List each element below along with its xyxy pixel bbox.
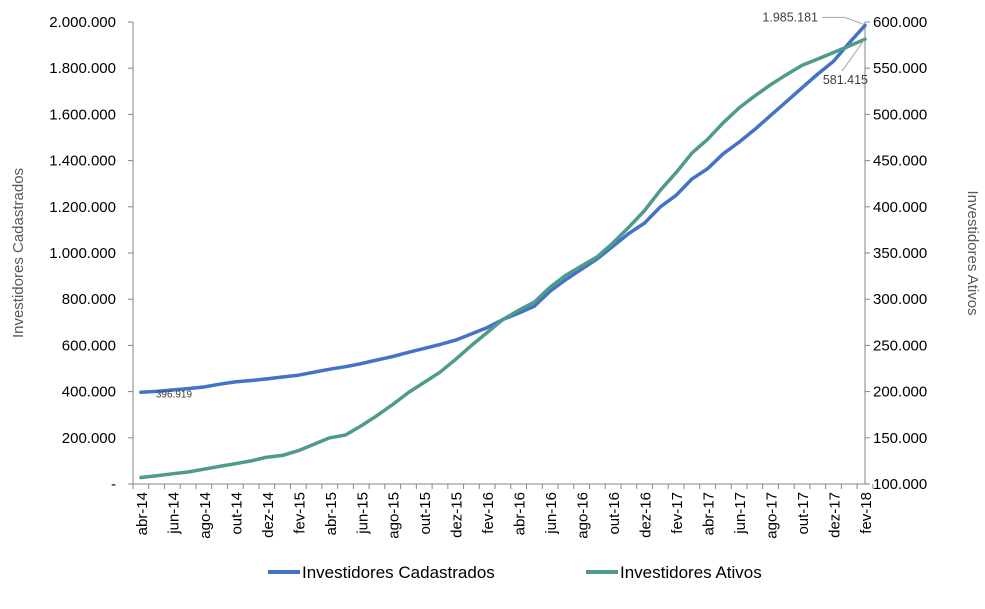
y-left-tick-label: 1.800.000 [49,60,116,77]
x-tick-label: fev-17 [669,492,686,534]
y-right-tick-label: 550.000 [873,60,927,77]
x-tick-label: fev-18 [858,492,875,534]
x-tick-label: fev-15 [291,492,308,534]
y-left-tick-label: 600.000 [62,337,116,354]
data-label-ativos-end: 581.415 [823,73,868,87]
x-tick-label: out-17 [795,492,812,535]
data-label-leader-cadastrados [822,16,865,25]
chart-axes [132,22,866,485]
x-tick-label: jun-17 [732,492,749,535]
x-tick-label: abr-15 [323,492,340,535]
y-left-tick-label: 2.000.000 [49,14,116,31]
x-tick-label: ago-15 [386,492,403,539]
y-left-tick-label: 1.600.000 [49,106,116,123]
y-right-tick-label: 250.000 [873,337,927,354]
x-tick-label: ago-16 [575,492,592,539]
data-label-cadastrados-start: 396.919 [156,389,193,400]
legend-label-ativos: Investidores Ativos [620,563,762,582]
x-tick-label: jun-16 [543,492,560,535]
x-tick-label: ago-14 [197,492,214,539]
y-left-tick-label: 800.000 [62,291,116,308]
y-right-axis-title: Investidores Ativos [964,190,981,315]
x-tick-label: abr-14 [134,492,151,535]
x-tick-label: abr-17 [701,492,718,535]
y-left-tick-label: - [111,476,116,493]
y-left-tick-label: 1.400.000 [49,153,116,170]
legend: Investidores Cadastrados Investidores At… [268,563,762,582]
x-tick-label: out-14 [228,492,245,535]
y-left-tick-label: 400.000 [62,384,116,401]
x-tick-label: out-16 [606,492,623,535]
y-right-tick-label: 200.000 [873,384,927,401]
y-right-tick-label: 300.000 [873,291,927,308]
x-tick-label: jun-15 [354,492,371,535]
x-tick-label: dez-16 [638,492,655,538]
y-left-tick-label: 200.000 [62,430,116,447]
y-right-tick-label: 450.000 [873,153,927,170]
x-tick-label: abr-16 [512,492,529,535]
y-left-axis-title: Investidores Cadastrados [10,168,27,338]
x-tick-label: dez-17 [827,492,844,538]
data-label-cadastrados-end: 1.985.181 [762,10,818,24]
x-tick-label: dez-15 [449,492,466,538]
y-right-tick-label: 400.000 [873,199,927,216]
y-right-tick-label: 100.000 [873,476,927,493]
series-line-ativos [139,37,867,480]
data-label-leader-ativos [841,39,865,72]
x-tick-label: dez-14 [260,492,277,538]
y-left-tick-label: 1.000.000 [49,245,116,262]
y-right-tick-label: 600.000 [873,14,927,31]
x-tick-label: jun-14 [165,492,182,535]
chart-series [139,23,867,480]
series-line-cadastrados [139,23,867,395]
y-right-tick-label: 150.000 [873,430,927,447]
x-tick-label: ago-17 [764,492,781,539]
x-tick-label: fev-16 [480,492,497,534]
chart-ticks: - 200.000 400.000 600.000 800.000 1.000.000 1.… [49,14,927,539]
y-right-tick-label: 350.000 [873,245,927,262]
legend-label-cadastrados: Investidores Cadastrados [302,563,495,582]
x-tick-label: out-15 [417,492,434,535]
y-left-tick-label: 1.200.000 [49,199,116,216]
y-right-tick-label: 500.000 [873,106,927,123]
chart-data-labels: 396.919 1.985.181 581.415 [156,10,868,400]
